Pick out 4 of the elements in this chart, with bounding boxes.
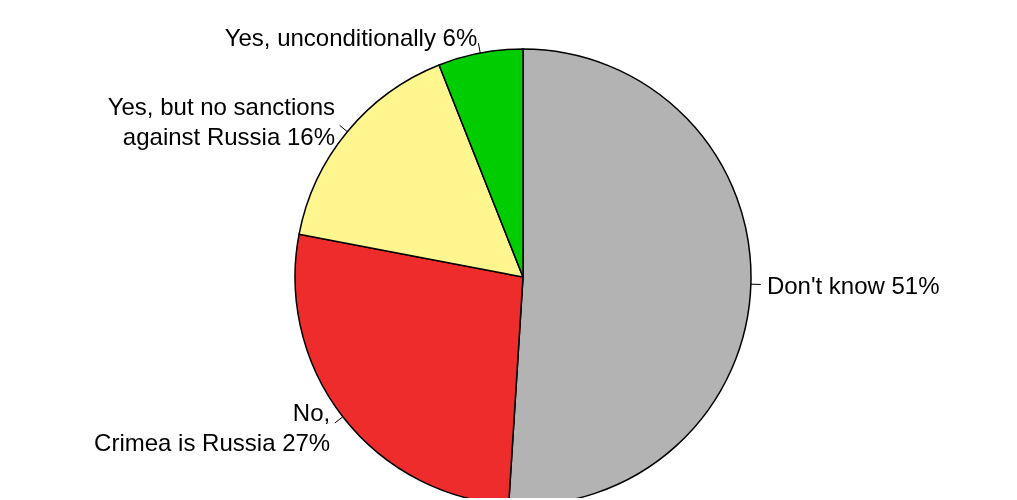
slice-label: No, Crimea is Russia 27% <box>94 398 331 456</box>
slice-label: Yes, unconditionally 6% <box>224 23 478 51</box>
slice-label: Don't know 51% <box>766 271 940 299</box>
slice-label: Yes, but no sanctions against Russia 16% <box>107 92 335 150</box>
